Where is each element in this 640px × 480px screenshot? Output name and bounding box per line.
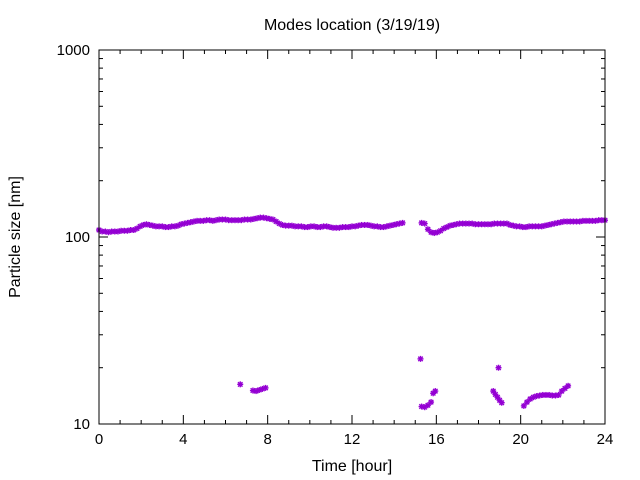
x-tick-label: 0 — [95, 431, 103, 448]
data-point — [175, 222, 182, 229]
data-point — [399, 219, 406, 226]
chart-title: Modes location (3/19/19) — [264, 17, 440, 34]
y-tick-label: 1000 — [57, 42, 90, 59]
data-point — [421, 220, 428, 227]
x-axis-label: Time [hour] — [312, 458, 392, 475]
x-tick-label: 16 — [428, 431, 445, 448]
data-point — [565, 382, 572, 389]
axis-ticks — [98, 49, 606, 425]
x-tick-label: 24 — [597, 431, 614, 448]
x-tick-label: 4 — [179, 431, 187, 448]
data-points — [96, 214, 608, 411]
data-point — [498, 399, 505, 406]
data-point — [551, 220, 558, 227]
x-tick-label: 12 — [344, 431, 361, 448]
data-point — [432, 388, 439, 395]
data-point — [237, 381, 244, 388]
data-point — [417, 355, 424, 362]
data-point — [495, 364, 502, 371]
y-tick-label: 10 — [73, 416, 90, 433]
y-axis-label: Particle size [nm] — [7, 176, 24, 298]
plot-frame — [98, 49, 606, 425]
x-tick-label: 20 — [512, 431, 529, 448]
y-tick-label: 100 — [65, 229, 90, 246]
data-point — [523, 399, 530, 406]
tick-labels: 0 4 8 12 16 20 24 10 100 1000 — [57, 42, 614, 448]
data-point — [262, 384, 269, 391]
data-point — [428, 399, 435, 406]
x-tick-label: 8 — [263, 431, 271, 448]
